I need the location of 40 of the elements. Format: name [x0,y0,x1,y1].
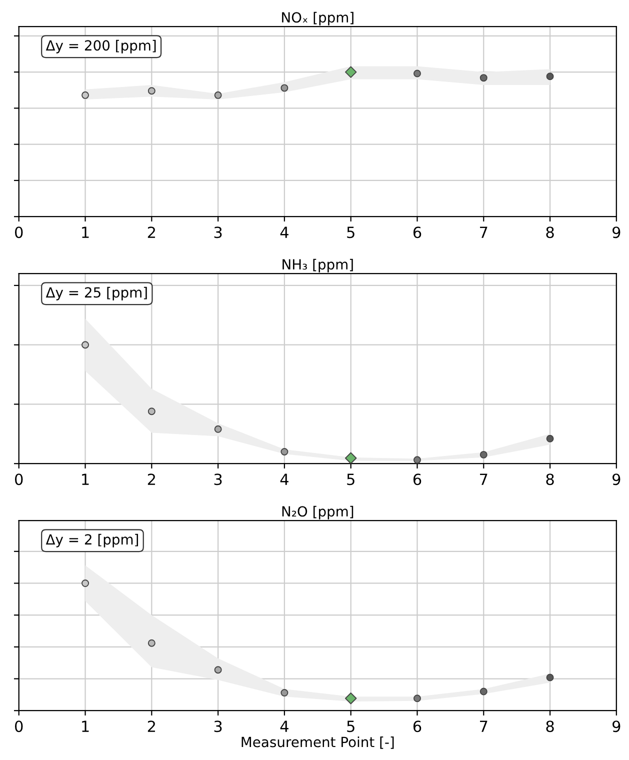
x-axis-title: Measurement Point [-] [242,736,394,749]
chart-title: NOₓ [ppm] [282,12,354,26]
x-tick-label: 6 [413,474,422,486]
x-tick-label: 1 [82,226,89,238]
x-tick-label: 1 [82,474,89,485]
x-tick-label: 9 [612,226,620,238]
x-tick-label: 2 [148,474,155,485]
text: Δy = 200 [ppm] [46,40,156,54]
x-tick-label: 2 [148,226,155,238]
chart-title: N₂O [ppm] [282,506,354,520]
x-tick-label: 4 [280,474,288,485]
x-tick-label: 6 [413,720,422,732]
x-tick-label: 0 [15,226,23,238]
point [344,66,357,78]
x-tick-label: 3 [214,226,222,238]
x-tick-label: 1 [82,720,89,732]
x-tick-label: 8 [546,474,554,486]
x-tick-label: 0 [15,720,23,732]
x-tick-label: 4 [280,226,288,238]
chart-title: NH₃ [ppm] [282,258,353,272]
x-tick-label: 0 [15,474,23,486]
x-tick-label: 7 [480,226,488,238]
x-tick-label: 3 [214,720,222,732]
x-tick-label: 2 [148,720,155,732]
point [344,692,357,704]
x-tick-label: 5 [347,474,354,486]
x-tick-label: 5 [347,226,354,238]
x-tick-label: 7 [480,720,488,732]
text: Δy = 25 [ppm] [46,286,147,300]
x-tick-label: 7 [480,474,488,485]
x-tick-label: 6 [413,226,422,238]
x-tick-label: 3 [214,474,222,486]
x-tick-label: 5 [347,720,354,732]
x-tick-label: 4 [280,720,288,732]
x-tick-label: 9 [612,474,620,486]
point [344,452,357,464]
x-tick-label: 9 [612,720,620,732]
text: Δy = 2 [ppm] [46,534,138,548]
x-tick-label: 8 [546,720,554,732]
x-tick-label: 8 [546,226,554,238]
